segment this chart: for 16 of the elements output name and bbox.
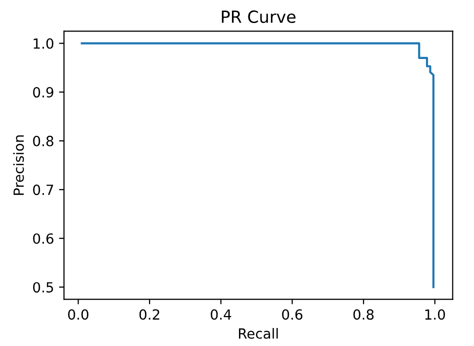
x-tick-label: 0.0 — [68, 309, 88, 320]
y-tick-label: 0.9 — [33, 87, 54, 98]
line-series — [80, 42, 434, 288]
y-tick-label: 0.8 — [33, 136, 54, 146]
y-tick-label: 0.6 — [33, 233, 54, 244]
chart-title: PR Curve — [222, 10, 296, 24]
x-axis-title: Recall — [238, 328, 278, 339]
y-tick-label: 1.0 — [34, 38, 54, 49]
y-tick-label: 0.5 — [33, 282, 54, 293]
x-tick-label: 1.0 — [425, 309, 445, 320]
x-tick-label: 0.4 — [210, 309, 232, 320]
x-tick-label: 0.2 — [139, 309, 160, 320]
x-tick-label: 0.8 — [353, 309, 374, 320]
x-tick-label: 0.6 — [282, 309, 302, 320]
y-tick-label: 0.7 — [33, 184, 54, 196]
y-axis-title: Precision — [13, 135, 24, 195]
